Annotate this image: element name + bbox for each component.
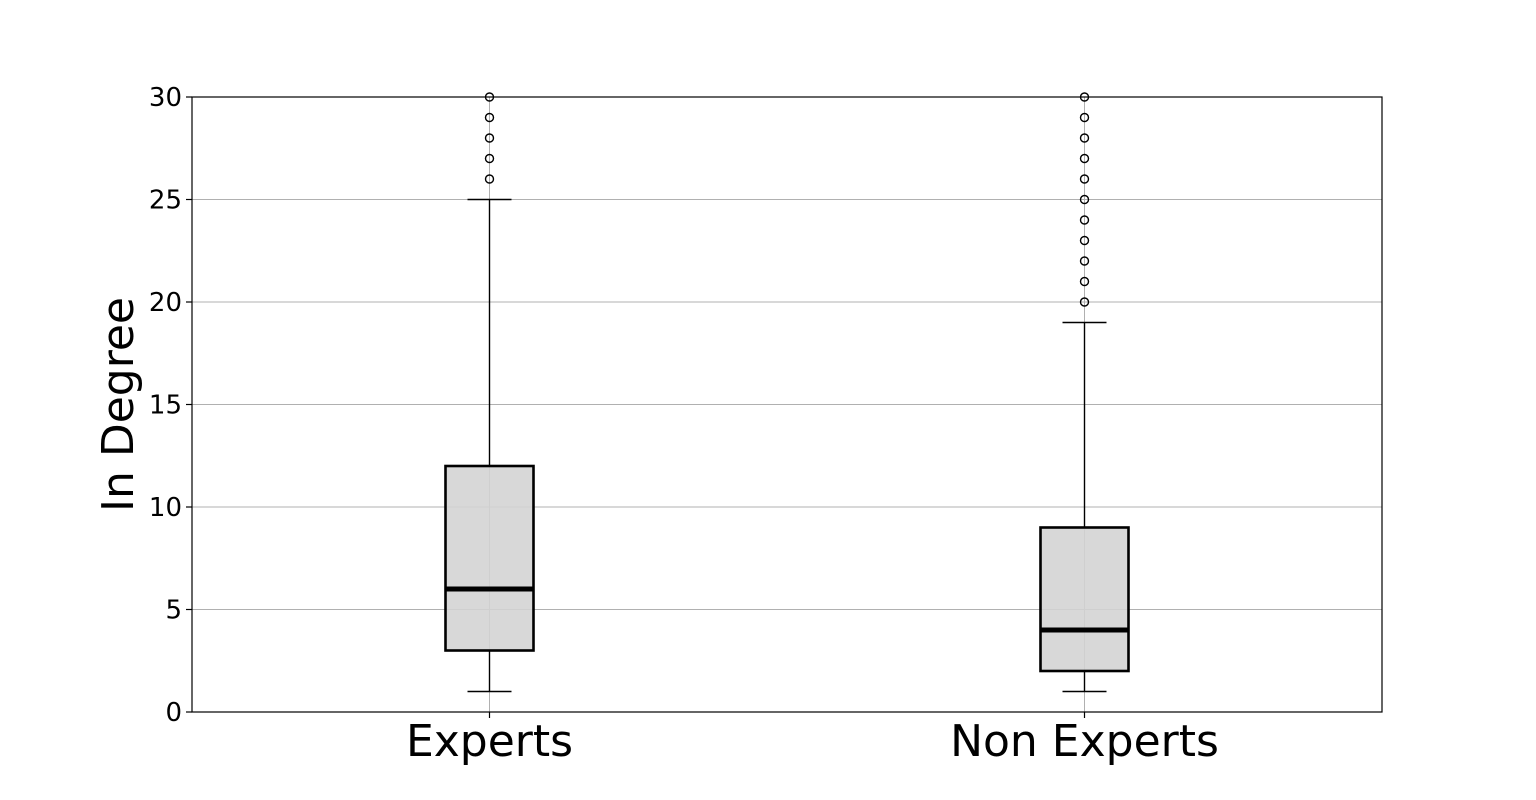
outlier-point [1079,112,1090,123]
outlier-point [484,174,495,184]
y-tick-label: 25 [149,186,182,216]
outlier-point [1079,215,1090,225]
outlier-point [1079,194,1090,205]
outlier-point [1079,235,1090,246]
grid-lines [192,96,1382,713]
axis-ticks: 0 5 10 15 20 25 30 Experts Non Experts [149,83,1219,767]
iqr-box [444,464,535,652]
outlier-point [484,153,495,164]
y-tick-label: 15 [149,391,182,421]
iqr-box [1039,526,1130,673]
box-group-experts [444,92,535,693]
box-group-non-experts [1039,92,1130,693]
outlier-point [1079,297,1090,307]
outlier-point [1079,256,1090,266]
outlier-point [484,133,495,143]
y-axis-label: In Degree [93,297,144,512]
x-tick-label: Non Experts [950,716,1219,767]
outlier-point [1079,133,1090,143]
y-tick-label: 0 [165,698,182,728]
y-tick-label: 10 [149,493,182,523]
outlier-point [1079,276,1090,287]
outlier-point [484,112,495,123]
outlier-point [1079,153,1090,164]
x-tick-label: Experts [406,716,573,767]
boxes [444,92,1130,693]
y-tick-label: 20 [149,288,182,318]
y-tick-label: 30 [149,83,182,113]
outlier-point [1079,174,1090,184]
y-tick-label: 5 [165,596,182,626]
